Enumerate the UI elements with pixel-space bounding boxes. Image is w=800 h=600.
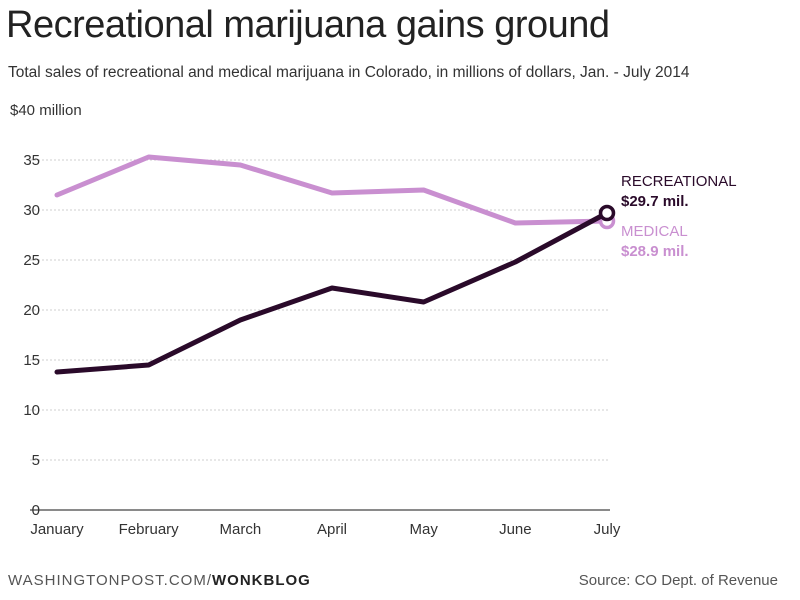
y-tick-label-2: 10 <box>23 402 40 419</box>
y-tick-label-4: 20 <box>23 302 40 319</box>
y-tick-label-7: 35 <box>23 152 40 169</box>
chart-title: Recreational marijuana gains ground <box>6 4 610 46</box>
footer-source-site: WASHINGTONPOST.COM/WONKBLOG <box>8 572 311 589</box>
x-tick-label-0: January <box>30 521 84 538</box>
y-tick-label-1: 5 <box>32 452 40 469</box>
series-name-label-recreational: RECREATIONAL <box>621 173 737 190</box>
chart-subtitle: Total sales of recreational and medical … <box>8 64 690 81</box>
grid-layer <box>30 159 610 511</box>
footer-credit: Source: CO Dept. of Revenue <box>578 572 778 589</box>
x-tick-label-6: July <box>594 521 621 538</box>
series-line-recreational <box>54 210 610 375</box>
x-tick-label-1: February <box>119 521 180 538</box>
series-layer <box>54 154 616 375</box>
series-line-medical <box>54 154 610 226</box>
data-point-recreational-6 <box>598 204 616 222</box>
y-tick-label-5: 25 <box>23 252 40 269</box>
x-tick-label-4: May <box>409 521 438 538</box>
x-tick-label-5: June <box>499 521 532 538</box>
footer-site-text: WASHINGTONPOST.COM/ <box>8 572 213 589</box>
y-tick-label-6: 30 <box>23 202 40 219</box>
series-name-label-medical: MEDICAL <box>621 223 688 240</box>
y-tick-label-3: 15 <box>23 352 40 369</box>
label-layer: 0 5 10 15 20 25 30 35 $40 million January February… <box>10 102 737 538</box>
series-end-value-medical: $28.9 mil. <box>621 243 689 260</box>
series-end-value-recreational: $29.7 mil. <box>621 193 689 210</box>
x-tick-label-3: April <box>317 521 347 538</box>
footer-brand-text: WONKBLOG <box>212 572 311 589</box>
y-tick-label-0: 0 <box>32 502 40 519</box>
x-tick-label-2: March <box>219 521 261 538</box>
y-tick-label-8: $40 million <box>10 102 82 119</box>
